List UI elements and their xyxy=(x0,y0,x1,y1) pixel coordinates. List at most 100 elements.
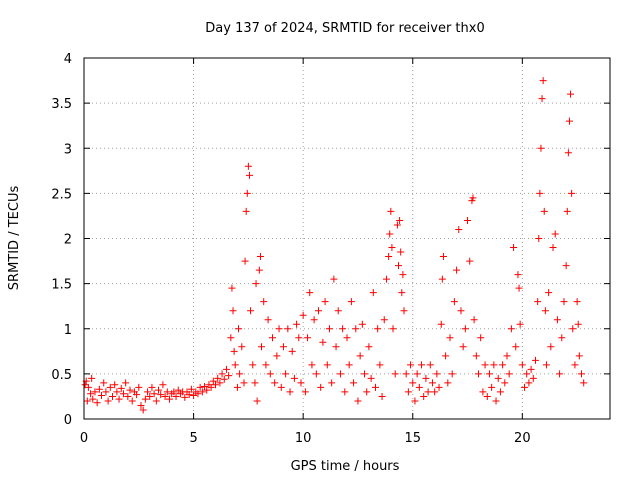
data-point xyxy=(141,395,149,403)
data-point xyxy=(288,347,296,355)
data-point xyxy=(386,230,394,238)
data-point xyxy=(450,298,458,306)
data-point xyxy=(122,379,130,387)
data-point xyxy=(229,307,237,315)
data-point xyxy=(529,374,537,382)
data-point xyxy=(240,379,248,387)
data-point xyxy=(220,375,228,383)
x-tick-label: 10 xyxy=(295,431,312,446)
data-point xyxy=(104,397,112,405)
y-tick-label: 2.5 xyxy=(51,187,72,202)
data-point xyxy=(216,379,224,387)
data-point xyxy=(563,207,571,215)
data-point xyxy=(453,266,461,274)
data-point xyxy=(516,320,524,328)
data-point xyxy=(399,271,407,279)
data-point xyxy=(424,388,432,396)
data-point xyxy=(172,392,180,400)
grid xyxy=(84,58,610,419)
data-point xyxy=(83,397,91,405)
data-point xyxy=(385,253,393,261)
data-point xyxy=(98,392,106,400)
x-tick-label: 0 xyxy=(80,431,88,446)
data-point xyxy=(481,361,489,369)
data-point xyxy=(201,383,209,391)
data-point xyxy=(560,298,568,306)
data-point xyxy=(119,390,127,398)
data-point xyxy=(538,95,546,103)
data-point xyxy=(343,334,351,342)
x-tick-label: 5 xyxy=(189,431,197,446)
data-point xyxy=(558,334,566,342)
data-point xyxy=(209,377,217,385)
data-point xyxy=(279,343,287,351)
data-point xyxy=(485,370,493,378)
data-point xyxy=(256,253,264,261)
data-point xyxy=(439,253,447,261)
data-point xyxy=(448,370,456,378)
data-point xyxy=(407,361,415,369)
data-point xyxy=(235,325,243,333)
data-point xyxy=(398,289,406,297)
data-point xyxy=(198,388,206,396)
data-point xyxy=(273,352,281,360)
data-point xyxy=(243,189,251,197)
data-point xyxy=(185,391,193,399)
data-point xyxy=(380,316,388,324)
data-point xyxy=(521,383,529,391)
data-point xyxy=(299,311,307,319)
data-point xyxy=(435,383,443,391)
data-point xyxy=(323,361,331,369)
data-point xyxy=(525,379,533,387)
data-point xyxy=(347,298,355,306)
data-point xyxy=(332,343,340,351)
y-tick-label: 2 xyxy=(64,233,72,248)
data-point xyxy=(492,397,500,405)
data-point xyxy=(242,207,250,215)
data-point xyxy=(115,395,123,403)
data-point xyxy=(562,262,570,270)
data-point xyxy=(148,383,156,391)
data-point xyxy=(367,374,375,382)
data-point xyxy=(187,385,195,393)
data-point xyxy=(397,248,405,256)
data-point xyxy=(228,284,236,292)
data-point xyxy=(328,379,336,387)
data-point xyxy=(571,361,579,369)
data-point xyxy=(293,320,301,328)
data-point xyxy=(282,370,290,378)
data-point xyxy=(139,406,147,414)
data-point xyxy=(387,207,395,215)
data-point xyxy=(181,393,189,401)
data-point xyxy=(376,361,384,369)
data-point xyxy=(135,383,143,391)
data-point xyxy=(356,352,364,360)
data-point xyxy=(477,334,485,342)
y-tick-label: 3 xyxy=(64,142,72,157)
data-point xyxy=(505,370,513,378)
data-point xyxy=(578,370,586,378)
data-point xyxy=(426,361,434,369)
data-point xyxy=(218,370,226,378)
data-point xyxy=(512,343,520,351)
data-point xyxy=(483,392,491,400)
data-point xyxy=(395,262,403,270)
data-point xyxy=(415,383,423,391)
y-tick-label: 0 xyxy=(64,413,72,428)
data-point xyxy=(444,379,452,387)
data-point xyxy=(334,307,342,315)
data-point xyxy=(336,370,344,378)
data-point xyxy=(475,370,482,378)
data-point xyxy=(264,316,272,324)
data-point xyxy=(388,244,396,252)
data-point xyxy=(568,189,576,197)
data-point xyxy=(89,395,97,403)
data-point xyxy=(258,343,266,351)
data-point xyxy=(496,388,504,396)
data-point xyxy=(457,307,465,315)
data-point xyxy=(365,343,373,351)
data-point xyxy=(159,381,167,389)
data-point xyxy=(490,361,498,369)
data-point xyxy=(84,383,92,391)
